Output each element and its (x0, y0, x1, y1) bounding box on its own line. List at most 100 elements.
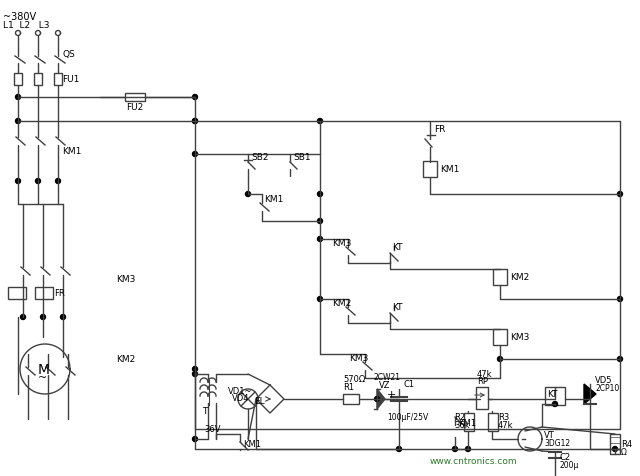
Text: KM3: KM3 (332, 239, 351, 248)
Text: M: M (38, 362, 50, 376)
Circle shape (618, 297, 623, 302)
Circle shape (193, 372, 198, 377)
Bar (14, 74, 22, 86)
Bar (423, 162, 437, 178)
Text: Ω: Ω (621, 447, 627, 456)
Bar (610, 434, 620, 454)
Text: KT: KT (392, 303, 403, 312)
Circle shape (374, 397, 380, 402)
Bar (493, 329, 507, 345)
Circle shape (15, 119, 20, 124)
Circle shape (497, 357, 502, 362)
Text: 3DG12: 3DG12 (544, 438, 570, 447)
Text: FR: FR (54, 288, 65, 297)
Circle shape (20, 315, 26, 320)
Circle shape (15, 179, 20, 184)
Text: VD1~: VD1~ (228, 387, 253, 396)
Text: FU1: FU1 (62, 75, 79, 84)
Text: KM1: KM1 (458, 418, 476, 427)
Text: 570Ω: 570Ω (343, 375, 365, 384)
Circle shape (397, 446, 401, 452)
Text: R1: R1 (343, 383, 354, 392)
Text: 2CW21: 2CW21 (373, 373, 400, 382)
Text: VD4: VD4 (232, 394, 250, 403)
Circle shape (246, 192, 250, 197)
Circle shape (317, 219, 323, 224)
Bar (464, 413, 474, 431)
Text: FU2: FU2 (126, 102, 143, 111)
Bar (125, 94, 145, 102)
Text: T: T (202, 407, 207, 416)
Circle shape (612, 446, 618, 452)
Bar (343, 394, 359, 404)
Text: R2: R2 (454, 413, 465, 422)
Text: KM2: KM2 (510, 273, 529, 282)
Text: 200μ: 200μ (560, 461, 579, 469)
Text: KM1: KM1 (62, 147, 81, 156)
Text: RP: RP (477, 377, 488, 386)
Text: VD5: VD5 (595, 376, 612, 385)
Circle shape (193, 152, 198, 157)
Bar (476, 387, 488, 409)
Text: 47k: 47k (477, 370, 493, 379)
Text: L1  L2   L3: L1 L2 L3 (3, 20, 49, 30)
Text: 36V: 36V (204, 425, 221, 434)
Text: SB2: SB2 (251, 152, 269, 161)
Text: R3: R3 (498, 413, 509, 422)
Text: KM2: KM2 (116, 355, 135, 364)
Circle shape (56, 179, 61, 184)
Text: ~380V: ~380V (3, 12, 36, 22)
Text: 47k: 47k (498, 421, 513, 430)
Text: VT: VT (544, 431, 555, 439)
Bar (35, 288, 53, 299)
Circle shape (317, 237, 323, 242)
Text: KT: KT (547, 390, 557, 399)
Text: 2CP10: 2CP10 (595, 384, 620, 393)
Text: R4: R4 (621, 439, 632, 448)
Text: EL: EL (254, 397, 264, 406)
Text: QS: QS (62, 50, 75, 60)
Polygon shape (584, 384, 596, 404)
Text: VZ: VZ (379, 381, 390, 390)
Circle shape (317, 119, 323, 124)
Text: KM3: KM3 (510, 333, 529, 342)
Text: C1: C1 (403, 380, 414, 389)
Circle shape (317, 297, 323, 302)
Text: KM2: KM2 (332, 299, 351, 308)
Circle shape (61, 315, 65, 320)
Circle shape (35, 179, 40, 184)
Circle shape (465, 446, 470, 452)
Text: KM3: KM3 (116, 275, 136, 284)
Text: 36k: 36k (454, 421, 470, 430)
Bar (54, 74, 62, 86)
Circle shape (193, 119, 198, 124)
Circle shape (15, 95, 20, 100)
Bar (545, 387, 565, 405)
Circle shape (193, 367, 198, 372)
Text: KM1: KM1 (440, 165, 460, 174)
Bar (493, 269, 507, 286)
Text: KM1: KM1 (243, 439, 261, 448)
Circle shape (552, 402, 557, 407)
Text: KM3: KM3 (349, 354, 369, 363)
Bar (488, 413, 498, 431)
Text: 100μF/25V: 100μF/25V (387, 413, 428, 422)
Circle shape (618, 192, 623, 197)
Text: KT: KT (392, 243, 403, 252)
Circle shape (40, 315, 45, 320)
Text: www.cntronics.com: www.cntronics.com (430, 456, 518, 466)
Text: C2: C2 (560, 453, 571, 462)
Text: SB1: SB1 (293, 152, 310, 161)
Circle shape (193, 95, 198, 100)
Polygon shape (377, 389, 385, 409)
Bar (34, 74, 42, 86)
Circle shape (452, 446, 458, 452)
Bar (8, 288, 26, 299)
Circle shape (193, 119, 198, 124)
Circle shape (193, 436, 198, 442)
Circle shape (317, 192, 323, 197)
Text: KM1: KM1 (264, 195, 284, 204)
Text: FR: FR (434, 125, 445, 134)
Text: ~: ~ (38, 372, 47, 382)
Text: +: + (387, 389, 396, 399)
